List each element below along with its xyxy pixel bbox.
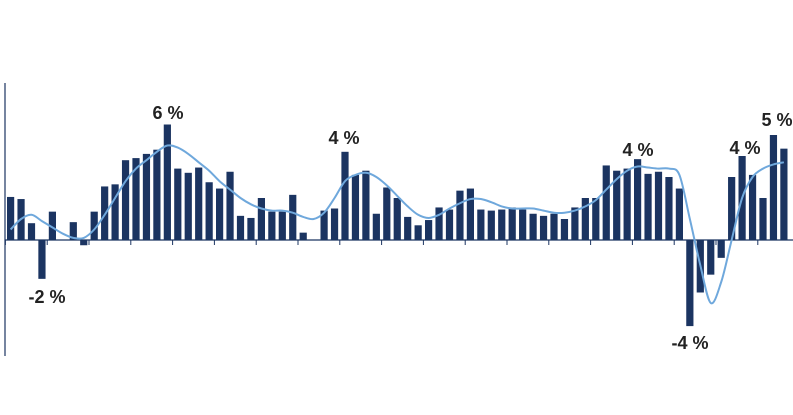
bar [184,172,192,240]
bar [205,182,213,240]
bar [351,174,360,240]
bar [174,168,182,240]
bar [226,171,234,240]
bar [675,188,683,240]
bar [90,211,98,240]
bar [466,188,474,240]
bar [487,210,495,240]
bar [142,153,151,240]
bar-group [7,124,788,327]
bar [445,209,454,240]
bar [372,213,380,240]
bar [686,240,694,327]
bar [634,159,642,240]
annotation-high-3: 4 % [622,140,653,160]
annotation-high-5: 5 % [761,110,792,130]
bar [27,223,36,240]
bar [80,240,88,246]
bar [236,215,245,240]
bar [780,148,788,240]
bar [320,210,328,240]
bar [414,225,422,240]
annotation-high-4: 4 % [729,138,760,158]
bar [257,198,265,240]
bar [330,208,339,240]
bar [132,158,140,240]
bar [268,211,276,240]
bar [581,198,589,240]
bar [341,151,349,240]
bar [216,188,224,240]
bar [477,209,485,240]
bar [153,149,161,240]
bar [69,222,77,240]
bar [163,124,171,240]
bar [404,216,412,240]
bar [435,207,443,240]
bar [299,232,307,240]
annotation-low-1: -2 % [28,287,65,307]
bar [560,219,569,240]
bar [247,217,255,240]
bar [195,167,203,240]
bar [38,240,46,279]
bar [748,174,757,240]
bar [278,211,286,240]
bar [289,194,297,240]
bar [759,198,767,240]
annotation-low-2: -4 % [671,333,708,353]
bar [498,209,506,240]
bar [613,170,621,240]
bar [362,170,370,240]
bar [456,190,464,240]
bar [602,165,610,240]
bar [571,207,579,240]
bar [592,198,600,240]
bar [769,135,778,240]
bar [707,240,715,275]
bar [550,213,558,240]
annotation-high-1: 6 % [152,103,183,123]
bar [529,213,537,240]
trend-line [9,144,785,305]
bar [654,171,663,240]
bar [644,173,652,240]
bar [728,177,736,240]
bar [7,196,15,240]
bar [508,207,516,240]
bar [425,220,433,240]
bar [539,215,548,240]
annotation-high-2: 4 % [328,128,359,148]
tick-group [4,240,759,245]
bar [383,187,391,240]
bar [519,209,527,240]
bar [48,211,56,240]
bar [111,184,119,240]
bar [665,177,673,240]
bar [121,160,130,240]
bar [717,240,725,258]
bar [623,168,631,240]
bar [393,198,401,240]
